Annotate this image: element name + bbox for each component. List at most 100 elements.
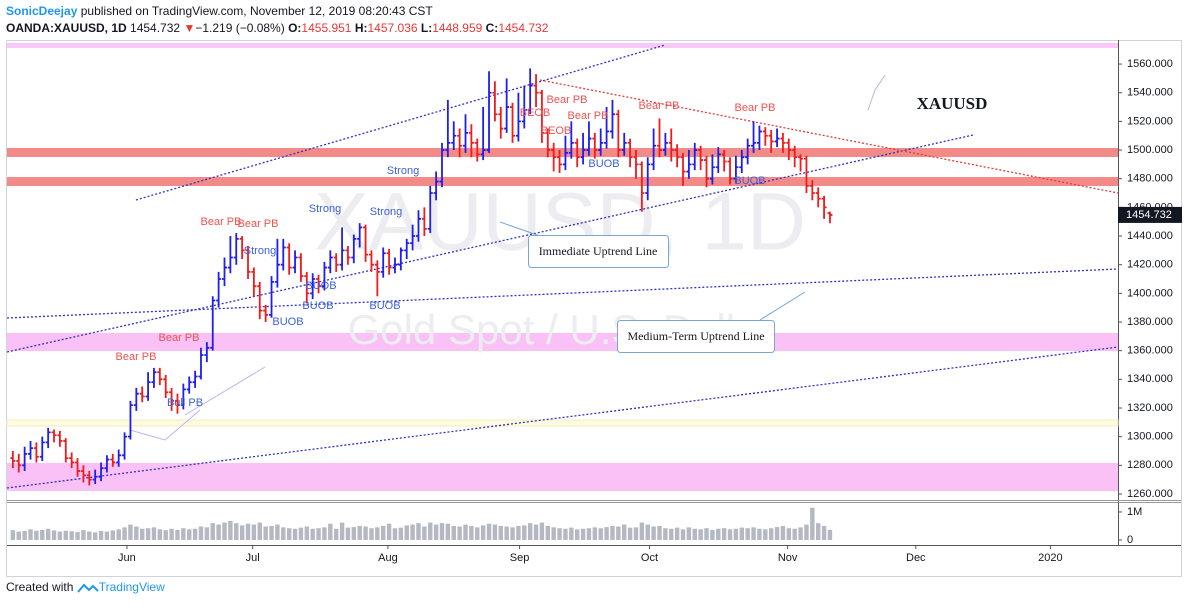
ohlc-bar	[239, 236, 245, 259]
ohlc-bar	[157, 367, 163, 386]
y-tick-label: 1380.000	[1127, 316, 1173, 328]
ohlc-bar	[28, 440, 34, 460]
ohlc-bar	[16, 453, 22, 473]
volume-bar	[116, 529, 121, 540]
y-tick-label: 1280.000	[1127, 459, 1173, 471]
volume-bar	[680, 529, 686, 540]
volume-bar	[604, 527, 609, 540]
volume-bar	[134, 526, 139, 540]
price-bars	[10, 68, 833, 486]
annotation: BUOB	[272, 316, 303, 328]
brand[interactable]: TradingView	[98, 580, 165, 594]
annotation: Bear PB	[201, 216, 242, 228]
arrow	[867, 74, 886, 111]
annotation: BUOB	[302, 300, 333, 312]
volume-bar	[281, 527, 286, 540]
y-tick-label: 1560.000	[1127, 58, 1173, 70]
ohlc-bar	[751, 121, 757, 153]
zone	[7, 43, 1118, 48]
ohlc-bar	[151, 367, 157, 388]
ohlc-bar	[527, 68, 533, 115]
ohlc-bar	[709, 154, 715, 185]
volume-bar	[169, 528, 174, 540]
ohlc-bar	[615, 109, 621, 158]
volume-bar	[404, 525, 409, 540]
volume-bar	[239, 525, 245, 540]
volume-bar	[492, 524, 498, 540]
ohlc-bar	[662, 132, 668, 156]
annotation: Bull PB	[167, 397, 203, 409]
ohlc-bar	[733, 155, 739, 184]
volume-bar	[234, 523, 239, 540]
author[interactable]: SonicDeejay	[6, 4, 78, 18]
volume-bar	[292, 528, 298, 540]
volume-bar	[686, 527, 692, 540]
l: 1448.959	[432, 21, 483, 35]
header-line-1: SonicDeejay published on TradingView.com…	[6, 3, 548, 20]
volume-bar	[157, 529, 163, 540]
ohlc-bar	[539, 89, 545, 143]
annotation: BEOB	[541, 125, 572, 137]
volume-bar	[498, 525, 503, 540]
volume-bar	[45, 528, 51, 540]
ohlc-bar	[351, 234, 357, 264]
volume-bar	[98, 531, 104, 540]
ohlc-bar	[463, 114, 469, 153]
zone	[7, 463, 1118, 491]
ohlc-bar	[415, 210, 421, 242]
ohlc-bar	[586, 121, 592, 156]
callout-text: Immediate Uptrend Line	[539, 244, 658, 258]
annotation: Bear PB	[568, 110, 609, 122]
volume-bar	[398, 527, 404, 540]
y-tick-label: 1320.000	[1127, 402, 1173, 414]
ohlc-bar	[521, 85, 527, 129]
published: published on TradingView.com, November 1…	[80, 4, 433, 18]
ohlc-bar	[75, 458, 81, 477]
volume-bar	[198, 526, 204, 540]
ohlc-bar	[621, 132, 627, 156]
volume-bar	[222, 522, 227, 540]
volume-bar	[633, 527, 639, 540]
volume-bar	[104, 531, 110, 540]
c: 1454.732	[498, 21, 549, 35]
ohlc-bar	[756, 125, 762, 151]
ohlc-bar	[357, 223, 363, 248]
ohlc-bar	[298, 253, 304, 282]
ohlc-bar	[133, 387, 139, 411]
volume-bar	[351, 527, 357, 540]
volume-bar	[780, 525, 786, 540]
volume-bar	[816, 523, 821, 540]
annotation: Bear PB	[547, 94, 588, 106]
ohlc-bar	[398, 247, 404, 271]
ohlc-bar	[651, 128, 657, 171]
ohlc-bar	[110, 453, 116, 467]
ohlc-bar	[98, 462, 104, 482]
volume-bar	[416, 523, 421, 540]
c-label: C:	[485, 21, 499, 35]
volume-bar	[122, 527, 127, 540]
volume-bar	[463, 524, 468, 540]
volume-bar	[557, 528, 562, 540]
volume-bar	[527, 523, 533, 540]
volume-bar	[457, 526, 462, 540]
ohlc-bar	[445, 99, 451, 158]
ohlc-bar	[457, 128, 463, 158]
ohlc-bar	[627, 138, 633, 168]
ohlc-bar	[333, 253, 339, 272]
volume-bar	[369, 528, 374, 540]
ohlc-bar	[368, 250, 374, 272]
callout-pointer	[759, 291, 806, 321]
ohlc-bar	[774, 128, 780, 148]
volume-bar	[181, 528, 186, 540]
volume-bar	[486, 523, 492, 540]
volume-bar	[545, 525, 551, 540]
volume-bar	[187, 529, 192, 540]
volume-bar	[251, 524, 257, 540]
ohlc-bar	[468, 124, 474, 158]
volume-bar	[204, 527, 210, 540]
x-tick-label: Oct	[641, 552, 658, 564]
volume-bar	[745, 528, 750, 540]
y-tick-label: 1340.000	[1127, 373, 1173, 385]
volume-bar	[580, 528, 586, 540]
ohlc-bar	[727, 157, 733, 185]
